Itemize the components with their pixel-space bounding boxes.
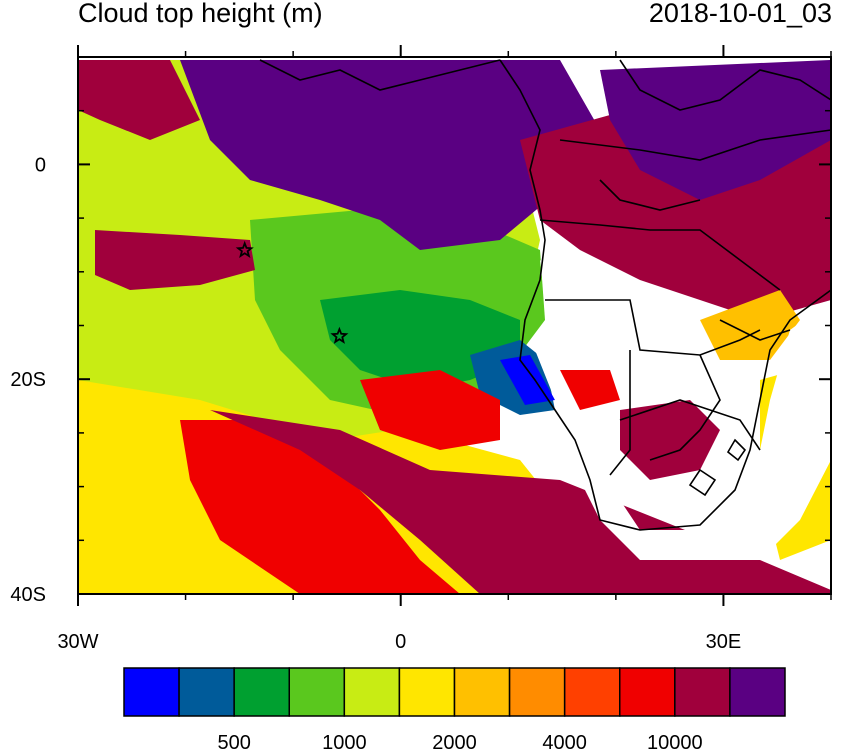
colorbar-label: 10000 — [647, 732, 703, 750]
y-axis-labels: 0 20S 40S — [10, 154, 46, 606]
region-red-patches — [360, 370, 500, 450]
region-purple-east — [600, 60, 831, 200]
x-axis-labels: 30W 0 30E — [57, 631, 741, 653]
colorbar-label: 2000 — [432, 732, 477, 750]
colorbar-swatch — [233, 667, 291, 717]
y-tick-label: 40S — [10, 584, 46, 606]
colorbar-swatch — [343, 667, 401, 717]
colorbar — [123, 667, 786, 717]
x-tick-label: 0 — [395, 631, 406, 653]
country-borders — [259, 59, 831, 531]
region-maroon-west-band — [95, 230, 255, 290]
axis-ticks — [77, 45, 832, 606]
region-darkgreen-center — [320, 290, 520, 390]
x-tick-label: 30W — [57, 631, 98, 653]
colorbar-swatch — [123, 667, 180, 717]
colorbar-swatch — [674, 667, 731, 717]
region-red-inland — [560, 370, 620, 410]
colorbar-label: 4000 — [542, 732, 587, 750]
y-tick-label: 20S — [10, 369, 46, 391]
star-markers — [235, 240, 349, 344]
region-maroon-northwest — [78, 60, 200, 140]
colorbar-swatch — [178, 667, 235, 717]
colorbar-label: 1000 — [322, 732, 367, 750]
colorbar-swatch — [453, 667, 511, 717]
star-marker-south — [330, 326, 349, 344]
colorbar-swatch — [398, 667, 456, 717]
timestamp: 2018-10-01_03 — [648, 0, 832, 28]
x-tick-label: 30E — [706, 631, 742, 653]
colorbar-swatch — [729, 667, 786, 717]
colorbar-label: 500 — [217, 732, 250, 750]
land-southern-africa — [535, 260, 831, 560]
colorbar-swatch — [288, 667, 346, 717]
region-red-front — [180, 420, 460, 594]
region-brightblue-coast — [500, 355, 555, 405]
region-maroon-inland — [620, 400, 720, 480]
colorbar-swatch — [508, 667, 566, 717]
colorbar-swatch — [619, 667, 676, 717]
star-marker-north — [235, 240, 254, 259]
map-title: Cloud top height (m) — [78, 0, 323, 28]
colorbar-swatch — [563, 667, 621, 717]
colorbar-labels: 500 1000 2000 4000 10000 — [217, 732, 702, 750]
y-tick-label: 0 — [35, 154, 46, 176]
region-purple-north — [180, 60, 600, 250]
cloud-field — [78, 57, 831, 594]
